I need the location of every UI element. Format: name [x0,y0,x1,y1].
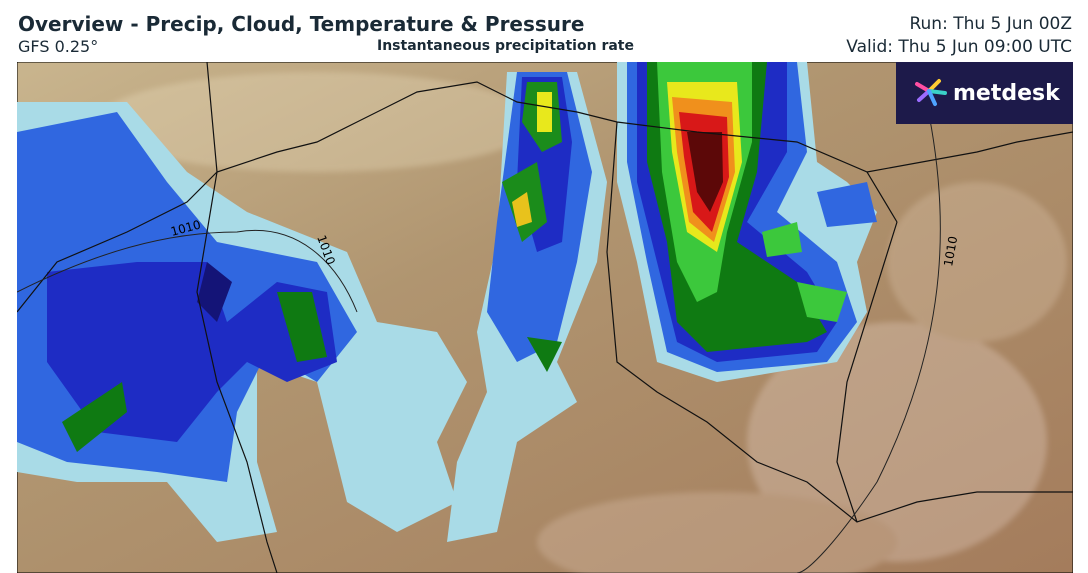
subtitle: Instantaneous precipitation rate [377,38,634,54]
title: Overview - Precip, Cloud, Temperature & … [18,12,585,36]
logo: metdesk [896,62,1073,124]
isobars [17,62,941,573]
model: GFS 0.25° [18,37,99,56]
run-time: Run: Thu 5 Jun 00Z [909,14,1072,34]
valid-time: Valid: Thu 5 Jun 09:00 UTC [846,37,1072,57]
borders [17,62,1073,573]
logo-text: metdesk [953,81,1061,106]
map: 1010 1010 1010 metdesk [17,62,1073,573]
isobar-label: 1010 [941,235,960,268]
precipitation [17,62,877,542]
cloud-layer [97,72,1067,573]
